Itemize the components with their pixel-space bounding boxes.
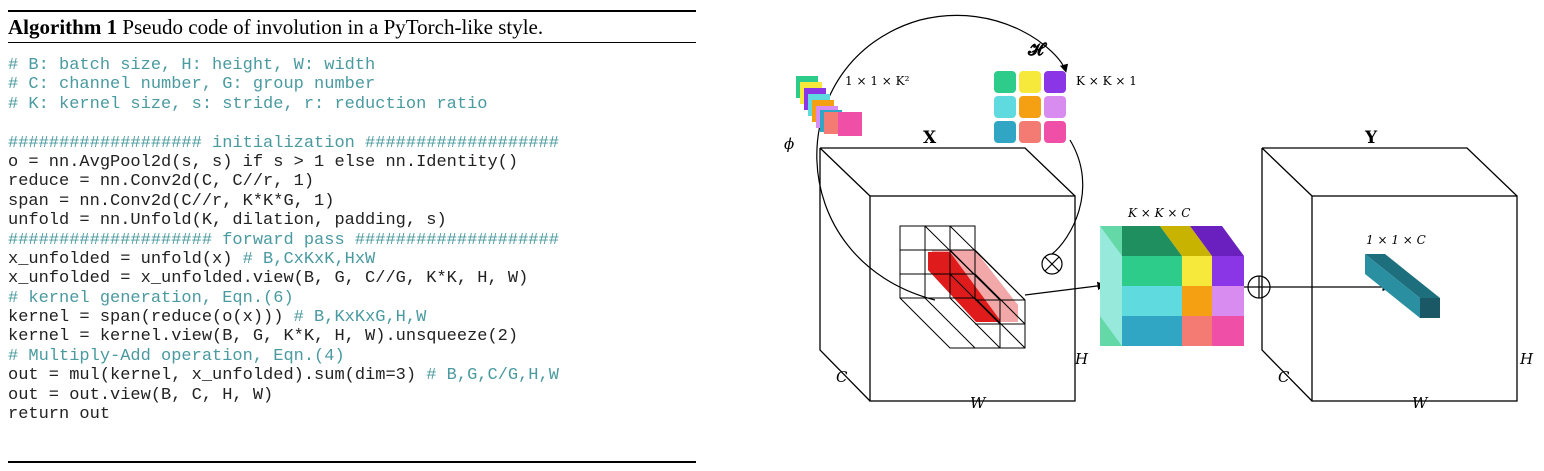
code-text: # K: kernel size, s: stride, r: reductio… [8, 94, 488, 114]
input-C-label: C [836, 368, 848, 386]
code-text [8, 114, 18, 133]
input-cube-edges [819, 147, 1076, 402]
kernel-cell [1044, 121, 1066, 143]
diagram-svg [796, 14, 1518, 402]
output-W-label: W [1412, 394, 1428, 412]
code-line: ################### initialization #####… [8, 134, 559, 153]
output-vector [1365, 254, 1440, 318]
oplus-operator [1247, 275, 1271, 299]
top-rule [8, 10, 696, 12]
code-text: # Multiply-Add operation, Eqn.(4) [8, 346, 345, 366]
input-patch [899, 225, 1026, 349]
code-line: unfold = nn.Unfold(K, dilation, padding,… [8, 211, 559, 230]
kernel-cell [994, 121, 1016, 143]
code-text: unfold = nn.Unfold(K, dilation, padding,… [8, 211, 447, 231]
code-line: o = nn.AvgPool2d(s, s) if s > 1 else nn.… [8, 153, 559, 172]
input-cube-front [869, 195, 1076, 402]
code-text: reduce = nn.Conv2d(C, C//r, 1) [8, 172, 315, 192]
kernel-grid-dim: K × K × 1 [1076, 74, 1137, 88]
stacked-kernel-dim: 1 × 1 × K² [845, 74, 910, 88]
code-line: # B: batch size, H: height, W: width [8, 56, 559, 75]
output-Y-label: Y [1365, 128, 1378, 148]
code-text: ################### initialization #####… [8, 133, 559, 153]
code-text: span = nn.Conv2d(C//r, K*K*G, 1) [8, 191, 335, 211]
code-line: out = mul(kernel, x_unfolded).sum(dim=3)… [8, 366, 559, 385]
code-text: kernel = kernel.view(B, G, K*K, H, W).un… [8, 327, 519, 347]
code-text: kernel = span(reduce(o(x))) [8, 308, 294, 328]
code-line: reduce = nn.Conv2d(C, C//r, 1) [8, 172, 559, 191]
output-C-label: C [1278, 368, 1290, 386]
code-text: out = out.view(B, C, H, W) [8, 385, 274, 405]
algorithm-caption: Algorithm 1 Pseudo code of involution in… [8, 12, 696, 42]
output-cube-y [1261, 147, 1518, 402]
phi-label: ϕ [784, 135, 795, 153]
code-line: x_unfolded = x_unfolded.view(B, G, C//G,… [8, 269, 559, 288]
code-text: x_unfolded = x_unfolded.view(B, G, C//G,… [8, 269, 529, 289]
code-text: o = nn.AvgPool2d(s, s) if s > 1 else nn.… [8, 152, 519, 172]
input-W-label: W [970, 394, 986, 412]
input-X-label: X [923, 128, 937, 148]
phi-arrow [816, 14, 1069, 301]
code-comment: # B,CxKxK,HxW [242, 249, 376, 269]
kernel-down-arrow [1051, 139, 1084, 255]
code-line: kernel = kernel.view(B, G, K*K, H, W).un… [8, 327, 559, 346]
kernel-grid [994, 71, 1066, 143]
code-listing: # B: batch size, H: height, W: width # C:… [8, 56, 559, 424]
output-cube-front [1311, 195, 1518, 402]
algorithm-block: Algorithm 1 Pseudo code of involution in… [8, 0, 696, 463]
code-text: # B: batch size, H: height, W: width [8, 56, 376, 75]
code-line: out = out.view(B, C, H, W) [8, 386, 559, 405]
algorithm-label: Algorithm 1 [8, 15, 118, 39]
code-text: #################### forward pass ######… [8, 230, 559, 250]
output-vector-dim: 1 × 1 × C [1366, 233, 1426, 247]
kernel-cell [1044, 71, 1066, 93]
kernel-cell [1019, 71, 1041, 93]
code-comment: # B,G,C/G,H,W [426, 366, 559, 386]
code-line: return out [8, 405, 559, 424]
code-line: # C: channel number, G: group number [8, 75, 559, 94]
unfolded-block [1100, 226, 1244, 346]
code-comment: # B,KxKxG,H,W [293, 308, 427, 328]
kernel-cell [1019, 96, 1041, 118]
kernel-cell [1044, 96, 1066, 118]
code-line: # K: kernel size, s: stride, r: reductio… [8, 95, 559, 114]
code-line [8, 114, 559, 133]
kernel-cell [994, 96, 1016, 118]
code-line: #################### forward pass ######… [8, 231, 559, 250]
otimes-operator [1041, 253, 1063, 275]
H-label: 𝓗 [1028, 40, 1044, 60]
algorithm-caption-text: Pseudo code of involution in a PyTorch-l… [122, 15, 544, 39]
block-dim: K × K × C [1128, 206, 1191, 220]
code-line: # kernel generation, Eqn.(6) [8, 289, 559, 308]
code-line: span = nn.Conv2d(C//r, K*K*G, 1) [8, 192, 559, 211]
code-line: # Multiply-Add operation, Eqn.(4) [8, 347, 559, 366]
input-H-label: H [1075, 350, 1089, 368]
caption-rule [8, 42, 696, 43]
involution-diagram: ϕ 𝓗 1 × 1 × K² K × K × 1 X Y K × K × C 1… [760, 0, 1544, 471]
kernel-cell [994, 71, 1016, 93]
code-line: x_unfolded = unfold(x) # B,CxKxK,HxW [8, 250, 559, 269]
output-H-label: H [1520, 350, 1534, 368]
bottom-rule [8, 461, 696, 463]
patch-to-block-arrow [1024, 281, 1106, 296]
kernel-cell [1019, 121, 1041, 143]
code-line: kernel = span(reduce(o(x))) # B,KxKxG,H,… [8, 308, 559, 327]
stacked-kernels [796, 76, 862, 136]
code-text: # C: channel number, G: group number [8, 75, 376, 95]
code-text: out = mul(kernel, x_unfolded).sum(dim=3) [8, 366, 427, 386]
input-cube-x [819, 147, 1076, 402]
code-text: x_unfolded = unfold(x) [8, 249, 243, 269]
code-text: # kernel generation, Eqn.(6) [8, 288, 294, 308]
output-cube-edges [1261, 147, 1518, 402]
code-text: return out [8, 405, 111, 425]
